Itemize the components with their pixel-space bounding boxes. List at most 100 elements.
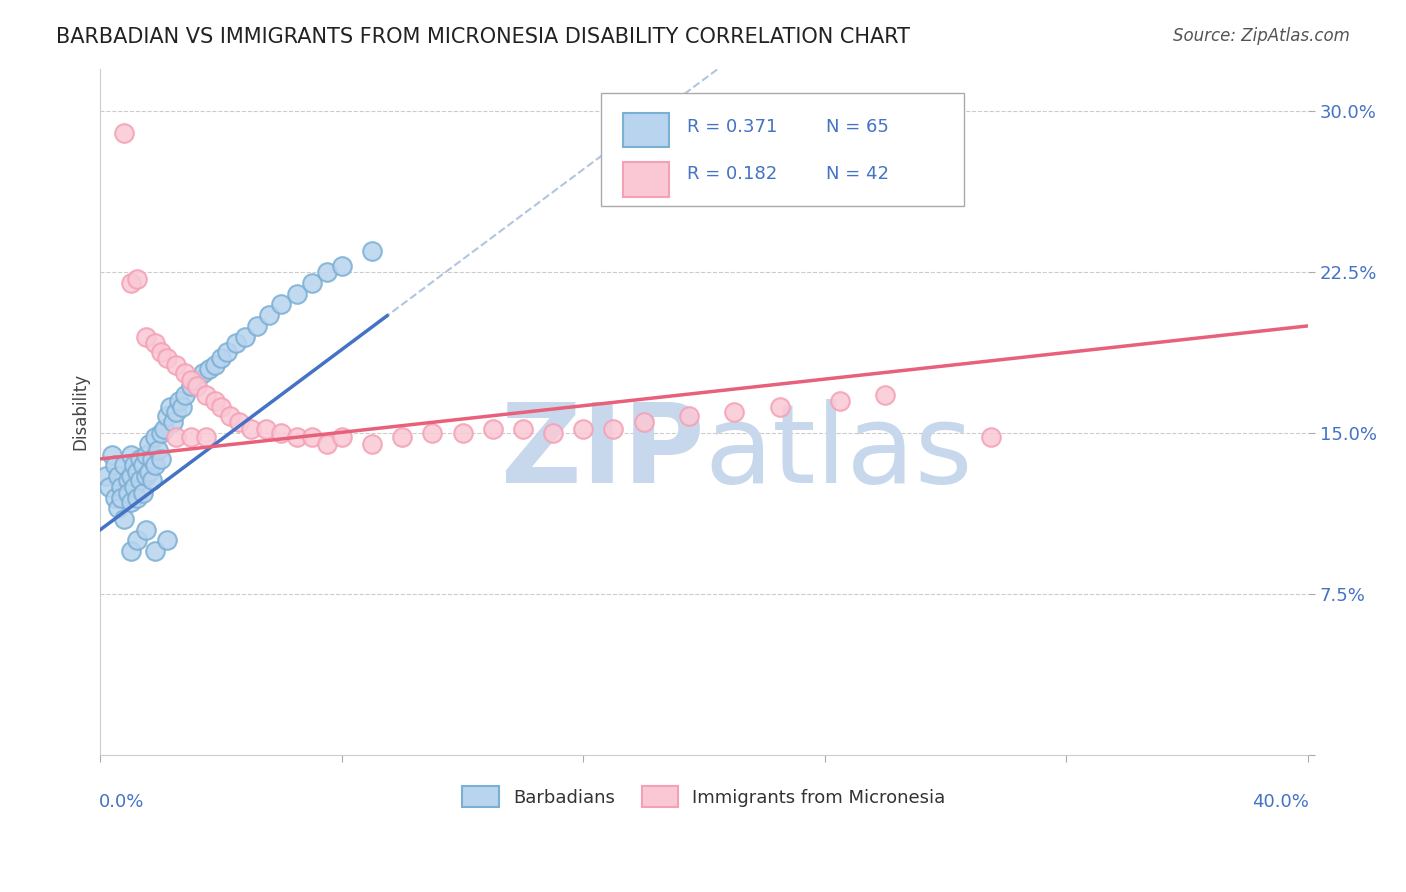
Point <box>156 533 179 548</box>
Point <box>240 422 263 436</box>
Point <box>128 474 150 488</box>
Point <box>204 394 226 409</box>
Point <box>481 422 503 436</box>
Point <box>135 329 157 343</box>
Point <box>128 451 150 466</box>
Point <box>159 401 181 415</box>
Point <box>191 366 214 380</box>
Point <box>114 512 136 526</box>
Point <box>361 437 384 451</box>
Point <box>186 372 208 386</box>
Text: ZIP: ZIP <box>501 400 704 507</box>
Point <box>315 265 337 279</box>
Point <box>391 430 413 444</box>
Point <box>156 351 179 365</box>
Point <box>117 474 139 488</box>
Point <box>152 422 174 436</box>
Point <box>120 544 142 558</box>
Point <box>173 387 195 401</box>
Point <box>135 469 157 483</box>
Point <box>135 448 157 462</box>
Text: atlas: atlas <box>704 400 973 507</box>
Text: 0.0%: 0.0% <box>100 793 145 811</box>
Point <box>285 286 308 301</box>
Point <box>875 387 897 401</box>
Point <box>225 336 247 351</box>
Point <box>270 426 292 441</box>
Legend: Barbadians, Immigrants from Micronesia: Barbadians, Immigrants from Micronesia <box>456 780 953 814</box>
Text: 40.0%: 40.0% <box>1253 793 1309 811</box>
Point <box>259 308 281 322</box>
Point <box>170 401 193 415</box>
Point <box>110 480 132 494</box>
Point <box>180 430 202 444</box>
Point <box>135 523 157 537</box>
Point <box>162 416 184 430</box>
Point <box>180 372 202 386</box>
Text: R = 0.371: R = 0.371 <box>688 118 778 136</box>
Point <box>219 409 242 423</box>
Point <box>165 405 187 419</box>
Point <box>149 426 172 441</box>
Point <box>285 430 308 444</box>
Point <box>138 465 160 479</box>
Point <box>120 448 142 462</box>
Point <box>120 469 142 483</box>
Point <box>141 451 163 466</box>
Point <box>107 469 129 483</box>
Point <box>233 329 256 343</box>
Point <box>315 437 337 451</box>
Point <box>602 422 624 436</box>
Point <box>204 358 226 372</box>
FancyBboxPatch shape <box>602 93 963 206</box>
Point <box>143 430 166 444</box>
Text: Source: ZipAtlas.com: Source: ZipAtlas.com <box>1173 27 1350 45</box>
Point <box>120 495 142 509</box>
Y-axis label: Disability: Disability <box>72 373 89 450</box>
Point <box>254 422 277 436</box>
Point <box>246 318 269 333</box>
Point <box>98 480 121 494</box>
Text: N = 65: N = 65 <box>825 118 889 136</box>
Point <box>138 437 160 451</box>
Point <box>165 430 187 444</box>
Point <box>125 533 148 548</box>
Point <box>198 361 221 376</box>
Point <box>96 469 118 483</box>
Point <box>146 443 169 458</box>
Point <box>361 244 384 258</box>
Point <box>122 480 145 494</box>
Point <box>301 430 323 444</box>
Bar <box>623 112 669 147</box>
Point <box>143 458 166 473</box>
Point <box>173 366 195 380</box>
Point <box>228 416 250 430</box>
Point <box>104 491 127 505</box>
Point <box>156 409 179 423</box>
Point <box>451 426 474 441</box>
Point <box>678 409 700 423</box>
Point <box>633 416 655 430</box>
Point <box>209 401 232 415</box>
Text: BARBADIAN VS IMMIGRANTS FROM MICRONESIA DISABILITY CORRELATION CHART: BARBADIAN VS IMMIGRANTS FROM MICRONESIA … <box>56 27 910 46</box>
Point <box>195 387 218 401</box>
Point <box>110 491 132 505</box>
Point <box>422 426 444 441</box>
Point <box>828 394 851 409</box>
Point <box>143 544 166 558</box>
Point <box>768 401 790 415</box>
Point <box>125 491 148 505</box>
Point <box>330 259 353 273</box>
Point <box>195 430 218 444</box>
Text: R = 0.182: R = 0.182 <box>688 165 778 183</box>
Text: N = 42: N = 42 <box>825 165 889 183</box>
Point <box>149 451 172 466</box>
Point <box>125 465 148 479</box>
Point <box>180 379 202 393</box>
Point <box>131 486 153 500</box>
Bar <box>623 162 669 197</box>
Point <box>167 394 190 409</box>
Point <box>125 271 148 285</box>
Point <box>301 276 323 290</box>
Point <box>270 297 292 311</box>
